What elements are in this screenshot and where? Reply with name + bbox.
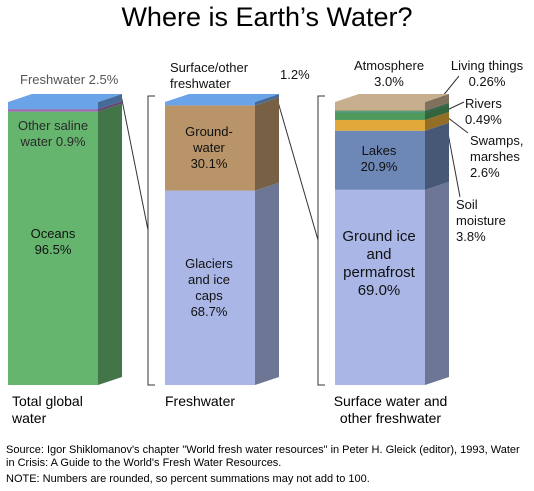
bar-segment — [335, 110, 425, 112]
bar-segment-side — [425, 122, 449, 190]
segment-name: Living things — [450, 58, 524, 73]
bar-segment — [335, 189, 425, 385]
bar-segment-side — [98, 101, 122, 112]
segment-label: Oceans 96.5% — [8, 226, 98, 258]
segment-name: Atmosphere — [353, 58, 425, 73]
segment-name: Surface/other freshwater — [170, 60, 249, 91]
segment-value: 3.0% — [374, 74, 404, 89]
bar-segment — [8, 109, 98, 112]
segment-value: 30.1% — [190, 156, 228, 171]
bar-segment-side — [425, 181, 449, 385]
segment-name: Other saline water — [17, 118, 89, 149]
bar-segment — [335, 130, 425, 190]
bar-segment-side — [255, 97, 279, 191]
segment-label: Swamps, marshes 2.6% — [470, 133, 534, 181]
category-label: Surface water and other freshwater — [333, 393, 448, 426]
segment-name: Rivers — [465, 96, 502, 111]
category-label: Total global water — [12, 393, 83, 426]
bar-segment — [165, 190, 255, 385]
segment-label: Glaciers and ice caps 68.7% — [176, 256, 242, 320]
note: NOTE: Numbers are rounded, so percent su… — [6, 473, 370, 485]
bracket — [147, 95, 155, 386]
bar-segment — [335, 112, 425, 120]
segment-name: Ground-water — [185, 124, 233, 155]
segment-label: Rivers 0.49% — [465, 96, 525, 128]
segment-label: Ground ice and permafrost 69.0% — [330, 228, 428, 300]
bar-segment-side — [98, 94, 122, 110]
bar-segment-side — [255, 182, 279, 385]
segment-label: Soil moisture 3.8% — [456, 197, 520, 245]
bar-segment-side — [425, 111, 449, 131]
category-label: Freshwater — [165, 393, 236, 409]
bar-segment — [8, 102, 98, 110]
segment-value: 1.2% — [280, 67, 310, 82]
bar-segment — [165, 102, 255, 106]
segment-name: Swamps, marshes — [470, 133, 524, 164]
bracket — [317, 95, 325, 386]
segment-name: Glaciers and ice caps — [185, 256, 233, 303]
connector — [120, 94, 149, 231]
segment-name: Ground ice and permafrost — [342, 228, 416, 281]
connectors — [120, 75, 469, 386]
leader-line — [441, 75, 460, 98]
segment-value: 68.7% — [190, 304, 228, 319]
segment-value: 20.9% — [360, 159, 398, 174]
segment-label: Lakes 20.9% — [335, 143, 423, 175]
bar-segment — [335, 102, 425, 111]
bar-segment-side — [425, 104, 449, 120]
bar-segment-side — [425, 102, 449, 112]
segment-label: Ground-water 30.1% — [176, 124, 242, 172]
bar-segment-side — [425, 94, 449, 111]
bar-segment-top — [165, 94, 279, 102]
segment-value: 69.0% — [357, 282, 401, 299]
bar-segment — [8, 111, 98, 386]
bar-segment-side — [425, 103, 449, 113]
segment-label: Atmosphere 3.0% — [344, 58, 434, 90]
bar-segment-side — [98, 103, 122, 386]
bar-segment — [165, 105, 255, 191]
leader-line — [446, 101, 465, 111]
segment-name: Soil moisture — [456, 197, 506, 228]
segment-name: Freshwater — [20, 72, 86, 87]
segment-value: 2.5% — [88, 72, 119, 87]
segment-value: 0.26% — [468, 74, 506, 89]
bar-segment-top — [8, 94, 122, 102]
segment-label: Surface/other freshwater — [170, 60, 270, 92]
segment-label: Living things 0.26% — [440, 58, 534, 90]
leader-line — [446, 127, 461, 198]
segment-label: Other saline water 0.9% — [8, 118, 98, 150]
segment-label: Freshwater 2.5% — [20, 72, 170, 88]
segment-name: Lakes — [361, 143, 397, 158]
segment-value: 96.5% — [34, 242, 72, 257]
segment-value: 0.9% — [55, 134, 86, 149]
connector — [275, 94, 319, 241]
bar-segment-top — [335, 94, 449, 102]
segment-value: 0.49% — [465, 112, 502, 127]
source: Source: Igor Shiklomanov's chapter "Worl… — [6, 444, 520, 469]
segment-value: 2.6% — [470, 165, 500, 180]
segment-name: Oceans — [30, 226, 76, 241]
leader-line — [446, 116, 469, 134]
bar-segment — [335, 111, 425, 113]
segment-value: 3.8% — [456, 229, 486, 244]
bar-segment-side — [255, 94, 279, 106]
bar-segment — [335, 119, 425, 131]
chart-title: Where is Earth’s Water? — [121, 2, 413, 32]
